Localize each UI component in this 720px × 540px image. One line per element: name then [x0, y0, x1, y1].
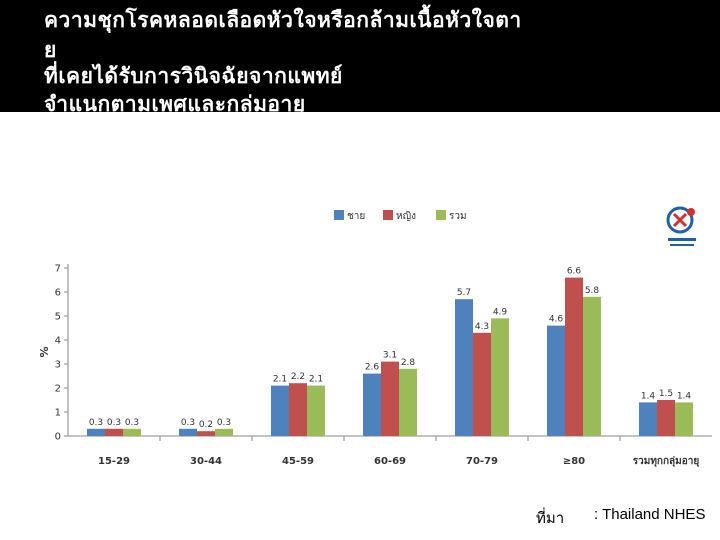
slide-title-line-3: ที่เคยได้รับการวินิจฉัยจากแพทย์ — [44, 64, 343, 88]
data-label: 2.6 — [365, 363, 380, 373]
bar — [675, 402, 693, 436]
y-tick-label: 3 — [55, 360, 61, 371]
chart-legend: ชาย หญิง รวม — [334, 210, 467, 222]
x-tick-label: 70-79 — [466, 456, 498, 467]
data-label: 1.4 — [641, 391, 656, 401]
source-text: : Thailand NHES — [594, 506, 706, 523]
data-label: 4.3 — [475, 322, 489, 332]
legend-swatch — [334, 210, 344, 220]
chart-bars — [87, 277, 693, 436]
bar — [399, 368, 417, 436]
bar — [215, 428, 233, 436]
bar — [105, 428, 123, 436]
slide-title-line-1: ความชุกโรคหลอดเลือดหัวใจหรือกล้ามเนื้อหั… — [44, 8, 522, 32]
bar — [473, 332, 491, 436]
y-tick-label: 5 — [55, 312, 61, 323]
bar — [87, 428, 105, 436]
data-label: 0.3 — [181, 418, 195, 428]
data-label: 2.8 — [401, 358, 416, 368]
data-label: 0.3 — [125, 418, 139, 428]
source-label: ที่มา — [536, 509, 565, 527]
data-label: 2.1 — [273, 375, 287, 385]
data-label: 4.6 — [549, 315, 564, 325]
bar — [547, 325, 565, 436]
x-tick-label: รวมทุกกลุ่มอายุ — [633, 455, 700, 467]
bar — [363, 373, 381, 436]
y-tick-label: 6 — [55, 288, 61, 299]
slide-title-line-2: ย — [44, 38, 57, 62]
legend-swatch — [436, 210, 446, 220]
data-label: 3.1 — [383, 351, 397, 361]
y-axis-label: % — [38, 346, 51, 357]
bar-chart: ชาย หญิง รวม 0 1 2 3 4 5 6 7% 15-29 30-44 45-59 60-69… — [38, 210, 712, 467]
bar — [271, 385, 289, 436]
bar — [307, 385, 325, 436]
bar — [455, 299, 473, 436]
legend-swatch — [383, 210, 393, 220]
slide-title-line-4: จำแนกตามเพศและกลุ่มอายุ — [44, 92, 306, 116]
data-label: 2.2 — [291, 372, 305, 382]
y-tick-label: 1 — [55, 408, 61, 419]
data-label: 0.3 — [107, 418, 121, 428]
chart-data-labels: 0.3 0.3 0.3 0.3 0.2 0.3 2.1 2.2 2.1 2.63.1 2.8 5.7 4… — [89, 267, 692, 431]
bar — [565, 277, 583, 436]
x-tick-label: ≥80 — [563, 456, 585, 467]
bar — [639, 402, 657, 436]
data-label: 5.8 — [585, 286, 600, 296]
y-tick-label: 0 — [55, 432, 61, 443]
chart-axes: 0 1 2 3 4 5 6 7% 15-29 30-44 45-59 60-69 70-79 ≥80 รวม… — [38, 264, 712, 467]
bar — [289, 383, 307, 436]
bar — [197, 431, 215, 436]
title-bar: ความชุกโรคหลอดเลือดหัวใจหรือกล้ามเนื้อหั… — [0, 0, 720, 116]
data-label: 6.6 — [567, 267, 582, 277]
bar — [657, 400, 675, 436]
x-tick-label: 60-69 — [374, 456, 406, 467]
x-tick-label: 45-59 — [282, 456, 314, 467]
bar — [123, 428, 141, 436]
data-label: 1.4 — [677, 391, 692, 401]
x-tick-label: 30-44 — [190, 456, 222, 467]
y-tick-label: 2 — [55, 384, 61, 395]
bar — [491, 318, 509, 436]
bar — [381, 361, 399, 436]
data-label: 0.2 — [199, 420, 213, 430]
legend-label: ชาย — [347, 211, 365, 222]
y-tick-label: 4 — [55, 336, 61, 347]
data-label: 2.1 — [309, 375, 323, 385]
x-tick-label: 15-29 — [98, 456, 130, 467]
data-label: 1.5 — [659, 389, 673, 399]
legend-label: รวม — [449, 211, 467, 222]
data-label: 5.7 — [457, 288, 471, 298]
legend-label: หญิง — [396, 211, 416, 222]
y-tick-label: 7 — [55, 264, 61, 275]
bar — [179, 428, 197, 436]
nhes-logo-icon — [666, 206, 696, 246]
data-label: 0.3 — [217, 418, 231, 428]
bar — [583, 296, 601, 436]
data-label: 0.3 — [89, 418, 103, 428]
data-label: 4.9 — [493, 307, 508, 317]
